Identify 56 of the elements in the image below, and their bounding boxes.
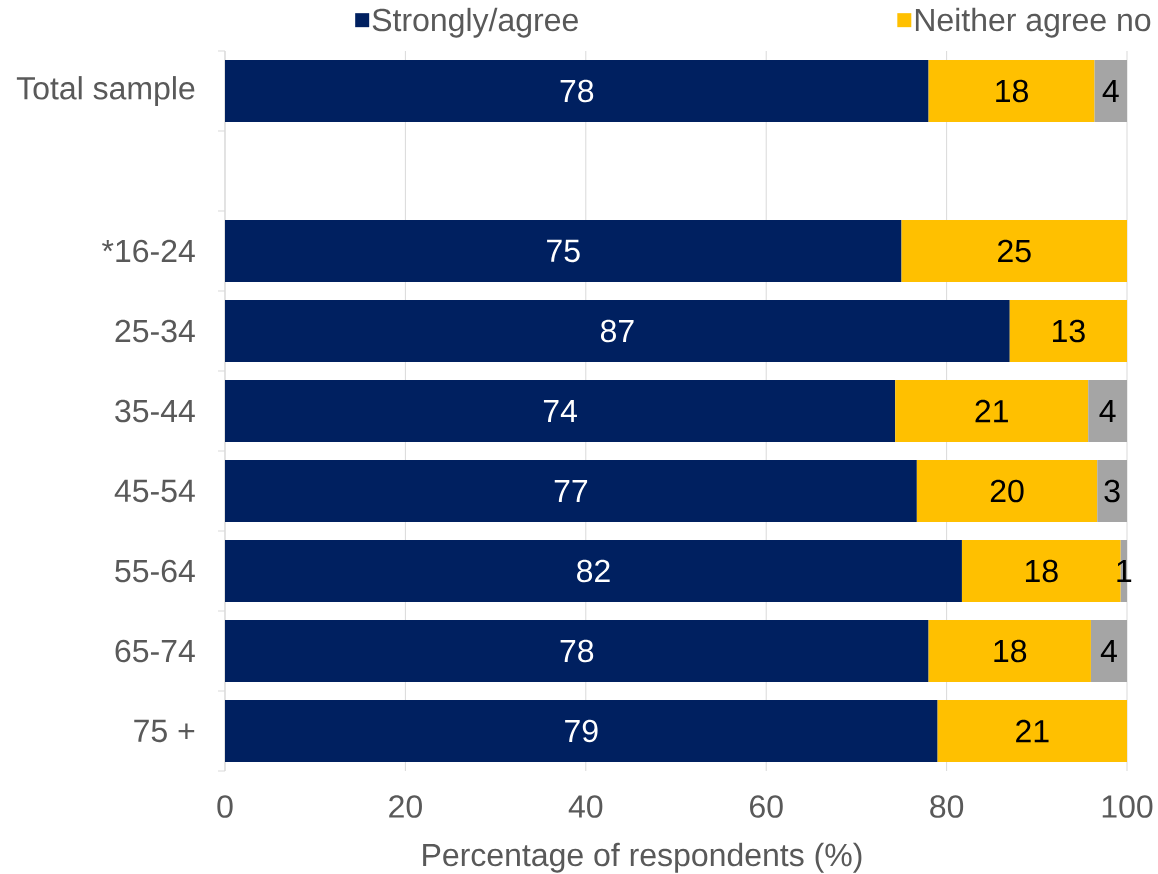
- bar: [916, 460, 1098, 522]
- bar: [225, 700, 938, 762]
- bar: [928, 60, 1095, 122]
- data-label: 78: [560, 639, 594, 663]
- data-label: 77: [554, 479, 588, 503]
- data-label: 25: [998, 239, 1031, 263]
- bar: [937, 700, 1128, 762]
- y-tick-label: 35-44: [115, 399, 195, 423]
- bar: [225, 540, 962, 602]
- y-tick-label: 25-34: [115, 319, 195, 343]
- x-tick-label: 40: [568, 795, 603, 818]
- x-axis-title: Percentage of respondents (%): [423, 842, 862, 873]
- y-tick-label: *16-24: [102, 239, 195, 263]
- data-label: 82: [577, 559, 610, 583]
- bar: [1094, 60, 1128, 122]
- data-label: 74: [543, 399, 577, 423]
- data-label: 79: [565, 719, 598, 743]
- x-tick-label: 60: [750, 795, 783, 818]
- bar: [225, 380, 896, 442]
- data-label: 18: [996, 79, 1028, 103]
- bar: [225, 620, 929, 682]
- bar: [1097, 460, 1128, 522]
- bar: [901, 220, 1128, 282]
- data-label: 78: [560, 79, 594, 103]
- bar: [225, 220, 902, 282]
- legend-label: Strongly/agree: [372, 7, 578, 38]
- data-label: 3: [1104, 479, 1120, 503]
- bar: [225, 460, 917, 522]
- y-tick-label: 45-54: [114, 479, 195, 503]
- data-label: 4: [1099, 399, 1116, 423]
- bar: [928, 620, 1091, 682]
- bar: [1009, 300, 1128, 362]
- bar: [225, 300, 1010, 362]
- bar: [1088, 380, 1128, 442]
- data-label: 75: [547, 239, 580, 263]
- data-label: 4: [1102, 79, 1119, 102]
- data-label: 4: [1100, 639, 1117, 663]
- data-label: 87: [600, 319, 634, 343]
- x-tick-label: 80: [930, 795, 964, 818]
- y-tick-label: 65-74: [115, 639, 195, 663]
- data-label: 21: [975, 399, 1008, 423]
- data-label: 18: [994, 639, 1027, 663]
- bar: [1090, 620, 1128, 682]
- y-tick-label: 75 +: [134, 719, 195, 743]
- data-label: 18: [1025, 559, 1058, 583]
- x-tick-label: 20: [389, 795, 422, 818]
- x-tick-label: 100: [1102, 795, 1153, 818]
- legend-label: Neither agree no: [915, 7, 1151, 38]
- data-label: 13: [1053, 319, 1085, 343]
- x-tick-label: 0: [217, 795, 233, 818]
- bar: [895, 380, 1089, 442]
- data-label: 20: [990, 479, 1024, 503]
- y-tick-label: 55-64: [115, 559, 195, 583]
- y-tick-label: Total sample: [16, 76, 195, 106]
- data-label: 21: [1016, 719, 1049, 743]
- bar: [225, 60, 929, 122]
